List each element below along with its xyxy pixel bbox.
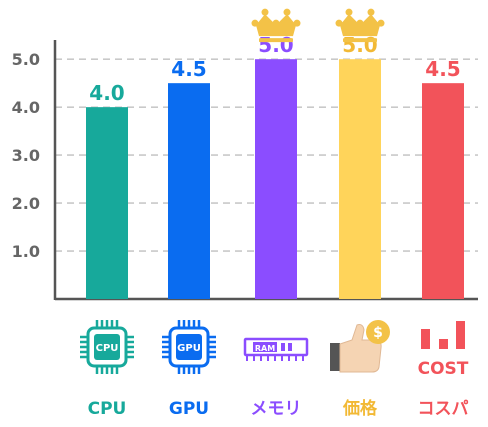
- bar: [339, 59, 381, 300]
- bar: [255, 59, 297, 300]
- ram-icon-text: RAM: [255, 344, 275, 353]
- value-label: 4.5: [425, 57, 460, 81]
- y-tick-label: 4.0: [12, 98, 40, 117]
- chip-icon-text: CPU: [96, 343, 119, 354]
- bar: [168, 83, 210, 300]
- bar: [86, 107, 128, 299]
- ram-module-icon: RAM: [243, 337, 309, 361]
- value-label: 5.0: [342, 33, 377, 57]
- value-label: 4.0: [89, 81, 124, 105]
- cpu-chip-icon: CPU: [80, 320, 134, 374]
- cost-icon-text: COST: [418, 359, 469, 379]
- category-label: メモリ: [251, 399, 302, 419]
- category-label: GPU: [169, 399, 209, 419]
- y-tick-label: 3.0: [12, 146, 40, 165]
- category-label: CPU: [88, 399, 127, 419]
- y-tick-label: 2.0: [12, 194, 40, 213]
- category-label: コスパ: [418, 399, 469, 419]
- coin-icon-text: $: [373, 325, 383, 341]
- crown-icon: [251, 8, 301, 43]
- y-tick-label: 1.0: [12, 242, 40, 261]
- cost-bar-icon: COST: [418, 321, 469, 379]
- bar: [422, 83, 464, 300]
- price-thumbs-up-coin-icon: $: [330, 320, 390, 373]
- y-tick-label: 5.0: [12, 50, 40, 69]
- crown-icon: [335, 8, 385, 43]
- value-label: 5.0: [258, 33, 293, 57]
- category-label: 価格: [342, 398, 378, 419]
- chip-icon-text: GPU: [177, 343, 201, 354]
- gpu-chip-icon: GPU: [162, 320, 216, 374]
- value-label: 4.5: [171, 57, 206, 81]
